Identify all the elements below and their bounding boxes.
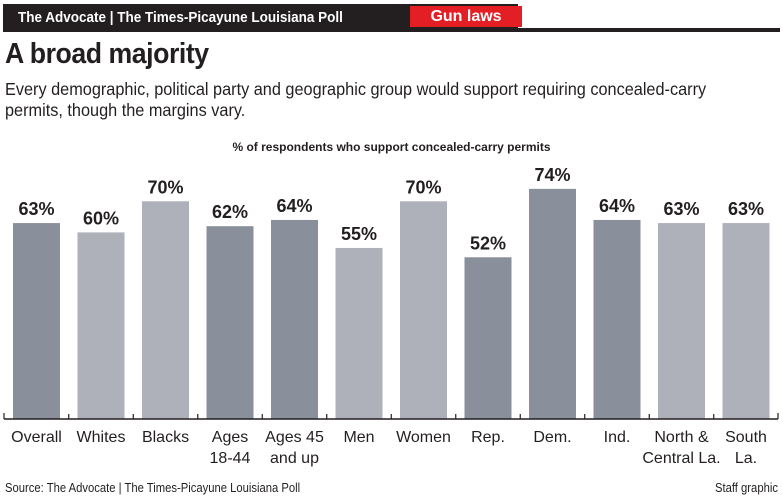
category-label: Ind. — [604, 429, 631, 446]
category-label: Blacks — [142, 429, 189, 446]
category-label: La. — [735, 450, 757, 467]
subhead: Every demographic, political party and g… — [5, 79, 707, 120]
bar — [271, 219, 318, 419]
category-label: North & — [654, 429, 709, 446]
value-label: 70% — [147, 177, 183, 197]
category-label: Men — [343, 429, 374, 446]
source-note: Source: The Advocate | The Times-Picayun… — [5, 481, 301, 495]
category-label: Dem. — [533, 429, 571, 446]
category-label: Whites — [77, 429, 126, 446]
value-label: 55% — [341, 224, 377, 244]
category-label: Overall — [11, 429, 62, 446]
category-label: Rep. — [471, 429, 505, 446]
category-label: and up — [270, 450, 319, 467]
bar — [206, 226, 254, 419]
category-label: Ages — [212, 429, 248, 446]
bar — [529, 188, 576, 419]
value-label: 63% — [663, 199, 699, 219]
header-rule — [518, 28, 780, 32]
value-label: 70% — [405, 177, 441, 197]
category-label: Central La. — [642, 450, 720, 467]
bar — [13, 223, 60, 419]
credit: Staff graphic — [715, 481, 778, 495]
value-label: 64% — [276, 196, 312, 216]
value-label: 60% — [83, 208, 119, 228]
bar — [722, 223, 770, 419]
bar — [77, 232, 125, 419]
bar — [400, 201, 447, 419]
value-label: 63% — [728, 199, 764, 219]
bar — [593, 219, 641, 419]
bar — [142, 201, 189, 419]
bar — [658, 223, 705, 419]
chart-title: % of respondents who support concealed-c… — [232, 140, 551, 154]
category-label: 18-44 — [210, 450, 251, 467]
category-label: South — [725, 429, 767, 446]
value-label: 52% — [470, 233, 506, 253]
header-title: The Advocate | The Times-Picayune Louisi… — [18, 9, 343, 26]
value-label: 62% — [212, 202, 248, 222]
bar — [335, 247, 383, 419]
category-label: Ages 45 — [265, 429, 324, 446]
bar — [464, 257, 512, 419]
value-label: 64% — [599, 196, 635, 216]
headline: A broad majority — [5, 38, 209, 70]
value-label: 74% — [534, 165, 570, 185]
value-label: 63% — [18, 199, 54, 219]
topic-tag: Gun laws — [410, 6, 522, 27]
category-label: Women — [396, 429, 451, 446]
